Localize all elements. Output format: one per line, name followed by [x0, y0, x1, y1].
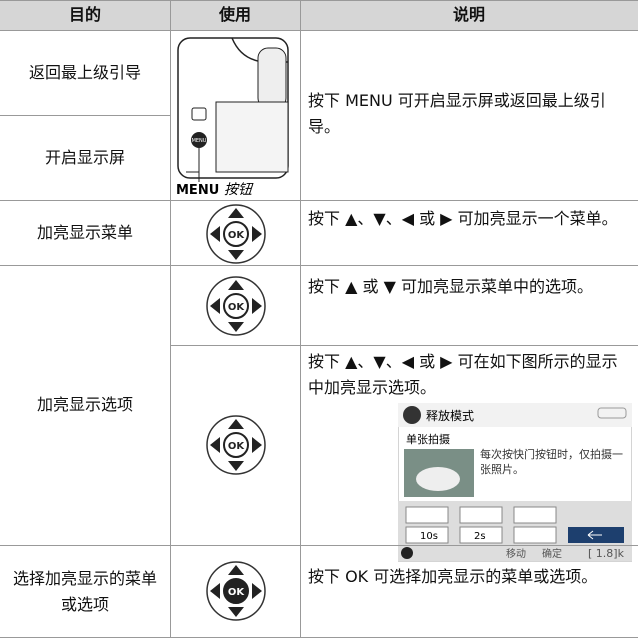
purpose: 返回最上级引导: [28, 62, 141, 82]
screen-remaining: [ 1.8]k: [588, 547, 625, 560]
caption: 按钮: [224, 182, 254, 198]
ok-label: OK: [228, 302, 246, 313]
purpose: 加亮显示选项: [36, 395, 133, 414]
description: 按下 ▲ 或 ▼ 可加亮显示菜单中的选项。: [308, 277, 593, 296]
purpose: 选择加亮显示的菜单或选项: [12, 568, 157, 614]
svg-text:MENU: MENU: [192, 138, 207, 144]
description: 按下 MENU 可开启显示屏或返回最上级引导。: [308, 91, 606, 136]
description: 按下 ▲、▼、◀ 或 ▶ 可在如下图所示的显示中加亮显示选项。: [308, 352, 618, 397]
description: 按下 OK 可选择加亮显示的菜单或选项。: [308, 567, 598, 586]
screen-move: 移动: [506, 547, 526, 560]
purpose: 加亮显示菜单: [36, 222, 133, 242]
caption: MENU: [176, 183, 219, 198]
screen-option: 单张拍摄: [406, 432, 450, 446]
header-cell: 目的: [0, 0, 170, 30]
screen-timer: 10s: [420, 531, 438, 542]
ok-label: OK: [228, 587, 246, 598]
multi-selector: OK: [206, 204, 266, 264]
screen-title: 释放模式: [426, 408, 474, 423]
screen-help: 每次按快门按钮时，仅拍摄一张照片。: [480, 448, 623, 476]
ok-label: OK: [228, 230, 246, 241]
description: 按下 ▲、▼、◀ 或 ▶ 可加亮显示一个菜单。: [308, 209, 618, 228]
header-cell: 使用: [170, 0, 300, 30]
camera-illustration: MENU MENU 按钮: [176, 37, 289, 198]
multi-selector: OK: [206, 276, 266, 336]
screen-confirm: 确定: [542, 547, 562, 560]
ok-label: OK: [228, 441, 246, 452]
camera-screen: 释放模式 单张拍摄 每次按快门按钮时，仅拍摄一张照片。 10s 2s 移动 确定…: [398, 403, 632, 562]
multi-selector: OK: [206, 415, 266, 475]
header-cell: 说明: [300, 0, 638, 30]
screen-timer: 2s: [474, 531, 486, 542]
multi-selector: OK: [206, 561, 266, 621]
purpose: 开启显示屏: [44, 147, 125, 167]
